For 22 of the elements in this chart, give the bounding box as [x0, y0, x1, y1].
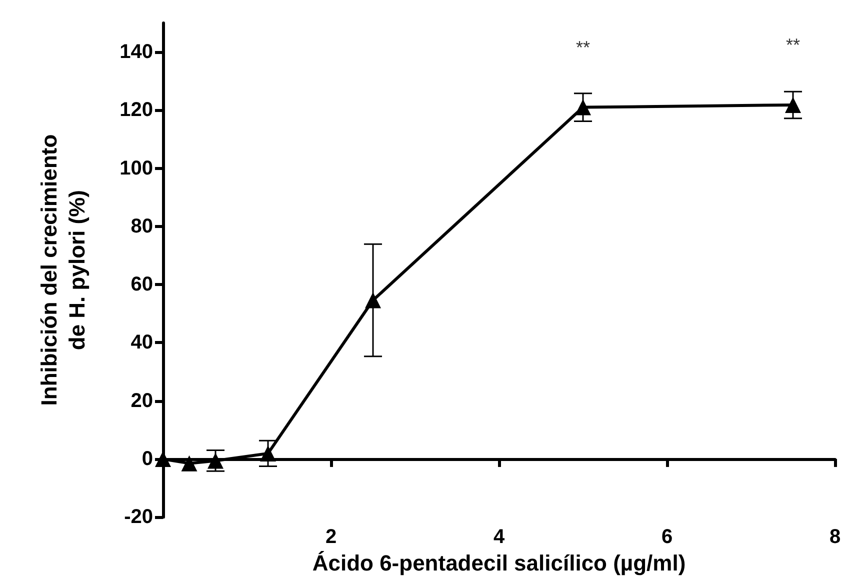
point: [181, 455, 198, 472]
point: [575, 99, 591, 116]
y-tick-label: 120: [120, 99, 153, 122]
y-tick-label: 100: [120, 157, 153, 180]
x-tick-label: 4: [493, 526, 506, 548]
x-axis-title: Ácido 6-pentadecil salicílico (µg/ml): [312, 550, 686, 576]
annotation: **: [786, 34, 800, 55]
point: [260, 445, 276, 462]
x-tick-label: 2: [325, 526, 337, 548]
y-axis-title: Inhibición del crecimiento de H. pylori (%): [36, 134, 90, 406]
point: [785, 96, 801, 113]
annotation: **: [576, 37, 590, 58]
y-tick-label: 60: [130, 274, 153, 296]
y-tick-label: 20: [130, 390, 153, 412]
x-tick-label: 6: [661, 526, 673, 548]
y-tick-label: 140: [120, 41, 153, 64]
y-tick-label: -20: [124, 506, 153, 528]
y-tick-label: 40: [130, 332, 153, 354]
x-tick-label: 8: [829, 526, 841, 548]
y-tick-label: 80: [130, 215, 153, 238]
point: [365, 292, 381, 308]
y-tick-label: 0: [142, 448, 153, 470]
